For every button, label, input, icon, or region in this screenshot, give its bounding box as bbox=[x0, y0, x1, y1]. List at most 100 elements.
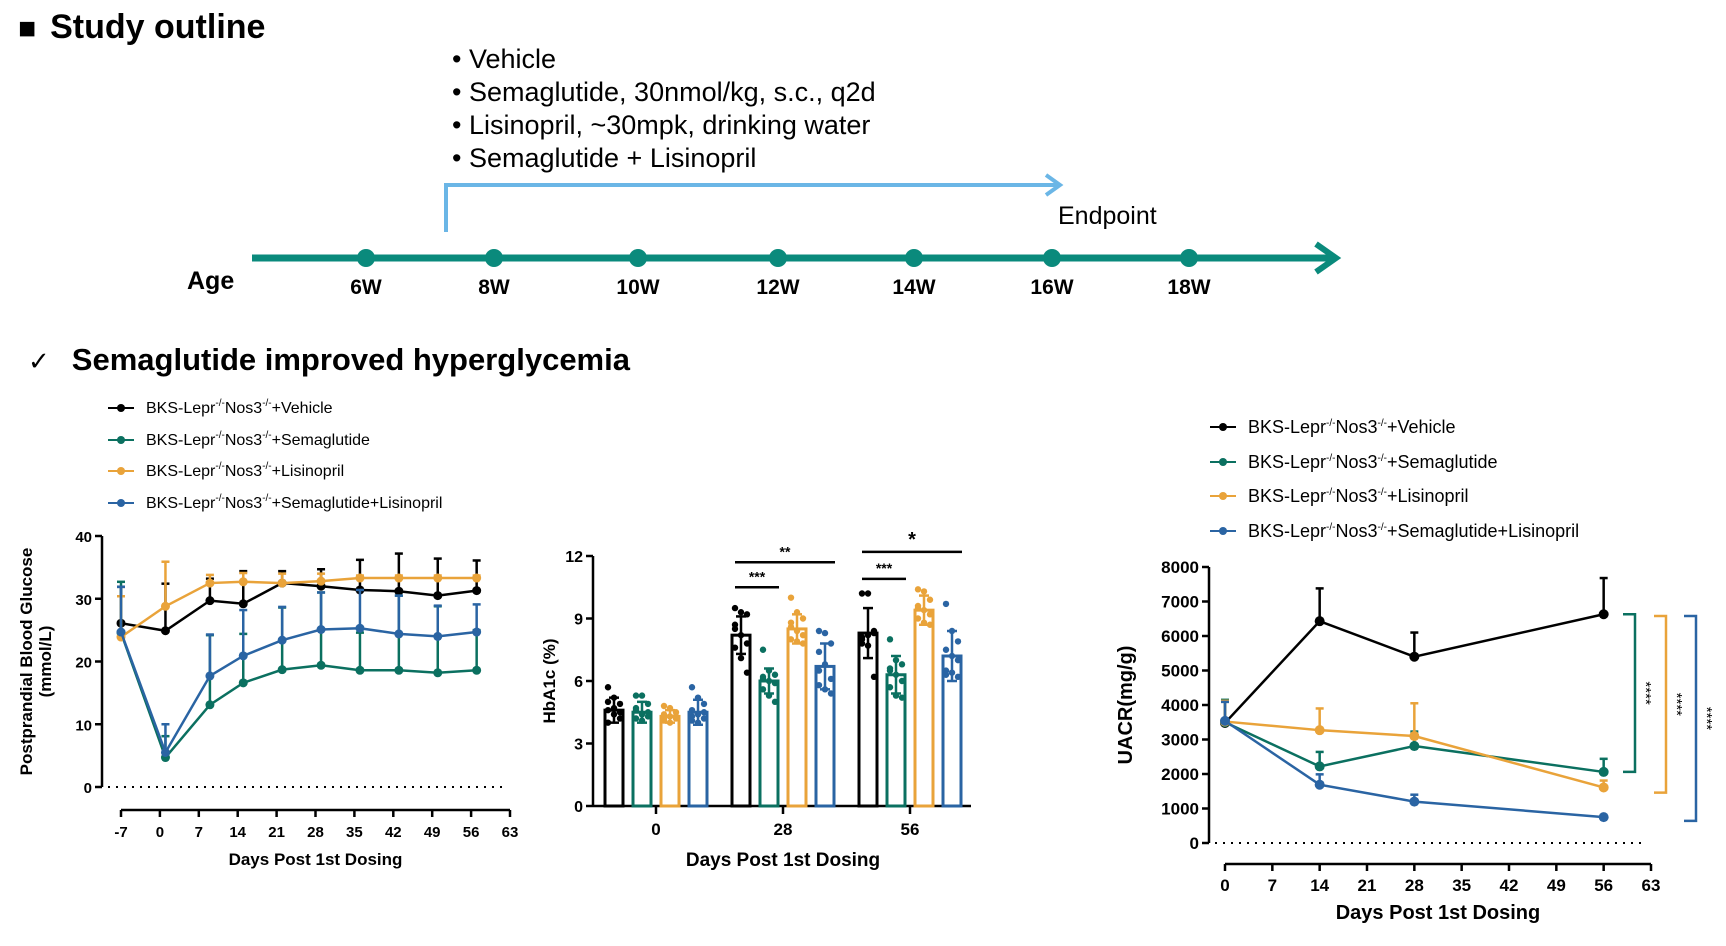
y-tick-label: 5000 bbox=[1161, 662, 1199, 681]
individual-point bbox=[771, 671, 779, 678]
x-tick-label: 42 bbox=[385, 824, 402, 841]
legend-item-semaglutide: BKS-Lepr-/-Nos3-/-+Semaglutide bbox=[106, 430, 370, 450]
individual-point bbox=[743, 669, 751, 676]
timeline-dot bbox=[905, 249, 923, 267]
individual-point bbox=[864, 631, 872, 639]
individual-point bbox=[610, 704, 618, 712]
x-tick-label: 21 bbox=[268, 824, 285, 841]
individual-point bbox=[892, 692, 900, 699]
series-vehicle bbox=[116, 552, 482, 636]
significance-label: **** bbox=[1668, 693, 1685, 717]
individual-point bbox=[632, 715, 640, 722]
legend-marker-icon bbox=[106, 493, 136, 513]
timeline-week-label: 18W bbox=[1167, 276, 1211, 299]
finding-heading: ✓ Semaglutide improved hyperglycemia bbox=[28, 342, 630, 378]
individual-point bbox=[793, 609, 801, 616]
data-point bbox=[1409, 731, 1420, 742]
data-point bbox=[205, 596, 215, 606]
data-point bbox=[355, 623, 365, 633]
legend-item-vehicle: BKS-Lepr-/-Nos3-/-+Vehicle bbox=[1208, 417, 1456, 437]
individual-point bbox=[688, 684, 696, 691]
individual-point bbox=[688, 713, 696, 720]
individual-point bbox=[731, 604, 739, 612]
significance-label: ** bbox=[780, 543, 791, 559]
individual-point bbox=[898, 661, 906, 668]
significance-bracket: **** bbox=[1684, 614, 1715, 823]
individual-point bbox=[765, 677, 773, 685]
legend-marker-icon bbox=[1208, 417, 1238, 437]
data-point bbox=[316, 576, 326, 586]
series-vehicle bbox=[1220, 576, 1609, 728]
study-outline-heading: ■ Study outline bbox=[18, 8, 265, 47]
data-point bbox=[394, 629, 404, 639]
individual-point bbox=[864, 590, 872, 597]
y-tick-label: 10 bbox=[75, 717, 92, 734]
individual-point bbox=[898, 694, 906, 701]
data-point bbox=[277, 665, 287, 675]
data-point bbox=[355, 665, 365, 675]
x-tick-label: 0 bbox=[156, 824, 164, 841]
individual-point bbox=[793, 638, 801, 645]
data-point bbox=[433, 573, 443, 583]
individual-point bbox=[886, 636, 894, 643]
series-line bbox=[120, 581, 477, 633]
individual-point bbox=[858, 634, 866, 641]
individual-point bbox=[815, 681, 823, 689]
data-point bbox=[316, 624, 326, 634]
uacr-chart: 0 1000 2000 3000 4000 5000 6000 7000 8000 0 7 14 21 2… bbox=[1115, 558, 1715, 924]
individual-point bbox=[700, 700, 708, 708]
x-tick-label: 42 bbox=[1500, 876, 1519, 895]
individual-point bbox=[644, 700, 652, 708]
bracket-line bbox=[1623, 613, 1637, 774]
individual-point bbox=[700, 709, 708, 716]
y-tick-label: 8000 bbox=[1161, 558, 1199, 577]
x-tick-label: 56 bbox=[1594, 876, 1613, 895]
significance-bracket: **** bbox=[1623, 613, 1654, 774]
individual-point bbox=[914, 615, 922, 622]
series-line bbox=[1224, 719, 1604, 819]
individual-point bbox=[604, 698, 612, 706]
y-tick-label: 20 bbox=[75, 655, 92, 672]
age-timeline bbox=[252, 241, 1342, 275]
x-tick-label: 21 bbox=[1358, 876, 1377, 895]
bar-series bbox=[603, 590, 879, 808]
individual-point bbox=[815, 648, 823, 656]
individual-point bbox=[743, 640, 751, 647]
individual-point bbox=[787, 594, 795, 601]
individual-point bbox=[942, 600, 950, 608]
y-tick-label: 12 bbox=[565, 549, 583, 566]
x-tick-label: 56 bbox=[901, 820, 920, 839]
data-point bbox=[1598, 782, 1609, 793]
hba1c-chart: 0 3 6 9 12 HbA1c (%) 0 28 56 Days Post 1st Dosing… bbox=[540, 529, 971, 871]
data-point bbox=[433, 631, 443, 641]
significance-label: * bbox=[908, 529, 916, 551]
individual-point bbox=[694, 719, 702, 726]
data-point bbox=[1409, 741, 1420, 752]
individual-point bbox=[638, 717, 646, 724]
data-point bbox=[1598, 766, 1609, 777]
timeline-dot bbox=[629, 249, 647, 267]
timeline-week-label: 12W bbox=[756, 276, 800, 299]
individual-point bbox=[672, 713, 680, 720]
square-bullet-icon: ■ bbox=[18, 12, 37, 45]
individual-point bbox=[694, 711, 702, 718]
x-axis-title: Days Post 1st Dosing bbox=[229, 850, 403, 869]
glucose-chart: 0 10 20 30 40 -7 0 7 14 21 28 35 42 49 56 63 Days Post 1… bbox=[17, 529, 518, 869]
individual-point bbox=[765, 667, 773, 674]
y-tick-label: 3 bbox=[574, 737, 583, 754]
timeline-week-label: 8W bbox=[478, 276, 510, 299]
data-point bbox=[1598, 609, 1609, 620]
significance-label: *** bbox=[876, 560, 893, 576]
series-line bbox=[1224, 613, 1604, 724]
data-point bbox=[316, 660, 326, 670]
individual-point bbox=[954, 673, 962, 681]
data-point bbox=[205, 700, 215, 710]
y-tick-label: 0 bbox=[574, 799, 583, 816]
data-point bbox=[238, 599, 248, 609]
individual-point bbox=[771, 698, 779, 706]
x-tick-label: 7 bbox=[195, 824, 203, 841]
bar bbox=[913, 608, 935, 808]
timeline-week-label: 6W bbox=[350, 276, 382, 299]
age-label: Age bbox=[187, 267, 235, 295]
